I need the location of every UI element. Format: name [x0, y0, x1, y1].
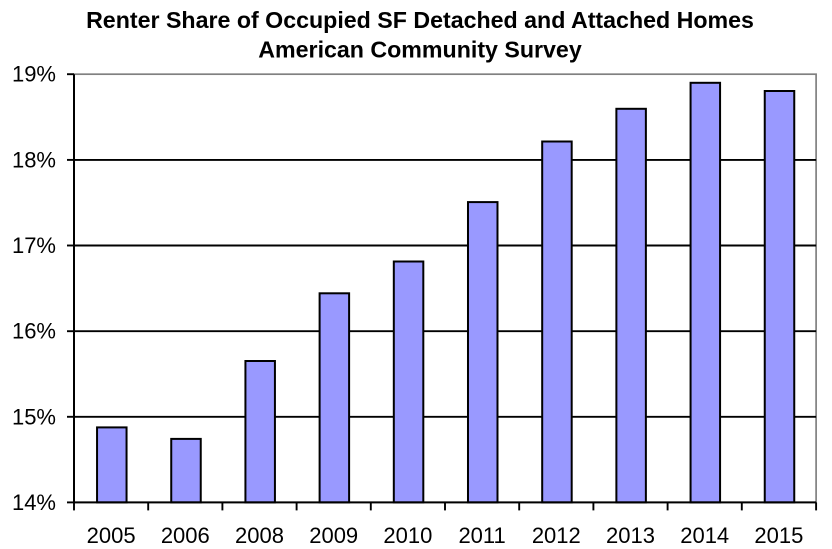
svg-text:Renter Share of Occupied SF De: Renter Share of Occupied SF Detached and…: [86, 7, 754, 33]
svg-text:17%: 17%: [12, 233, 56, 258]
svg-text:2006: 2006: [161, 523, 210, 548]
svg-text:18%: 18%: [12, 147, 56, 172]
svg-text:16%: 16%: [12, 319, 56, 344]
svg-text:2013: 2013: [606, 523, 655, 548]
svg-text:American Community Survey: American Community Survey: [258, 37, 582, 63]
svg-text:2005: 2005: [87, 523, 136, 548]
svg-text:14%: 14%: [12, 490, 56, 515]
svg-text:2010: 2010: [383, 523, 432, 548]
svg-text:15%: 15%: [12, 404, 56, 429]
svg-text:2011: 2011: [458, 523, 505, 548]
svg-text:2014: 2014: [680, 523, 729, 548]
svg-text:2009: 2009: [309, 523, 358, 548]
svg-text:2015: 2015: [754, 523, 803, 548]
svg-text:19%: 19%: [12, 62, 56, 87]
svg-text:2008: 2008: [235, 523, 284, 548]
svg-text:2012: 2012: [532, 523, 581, 548]
